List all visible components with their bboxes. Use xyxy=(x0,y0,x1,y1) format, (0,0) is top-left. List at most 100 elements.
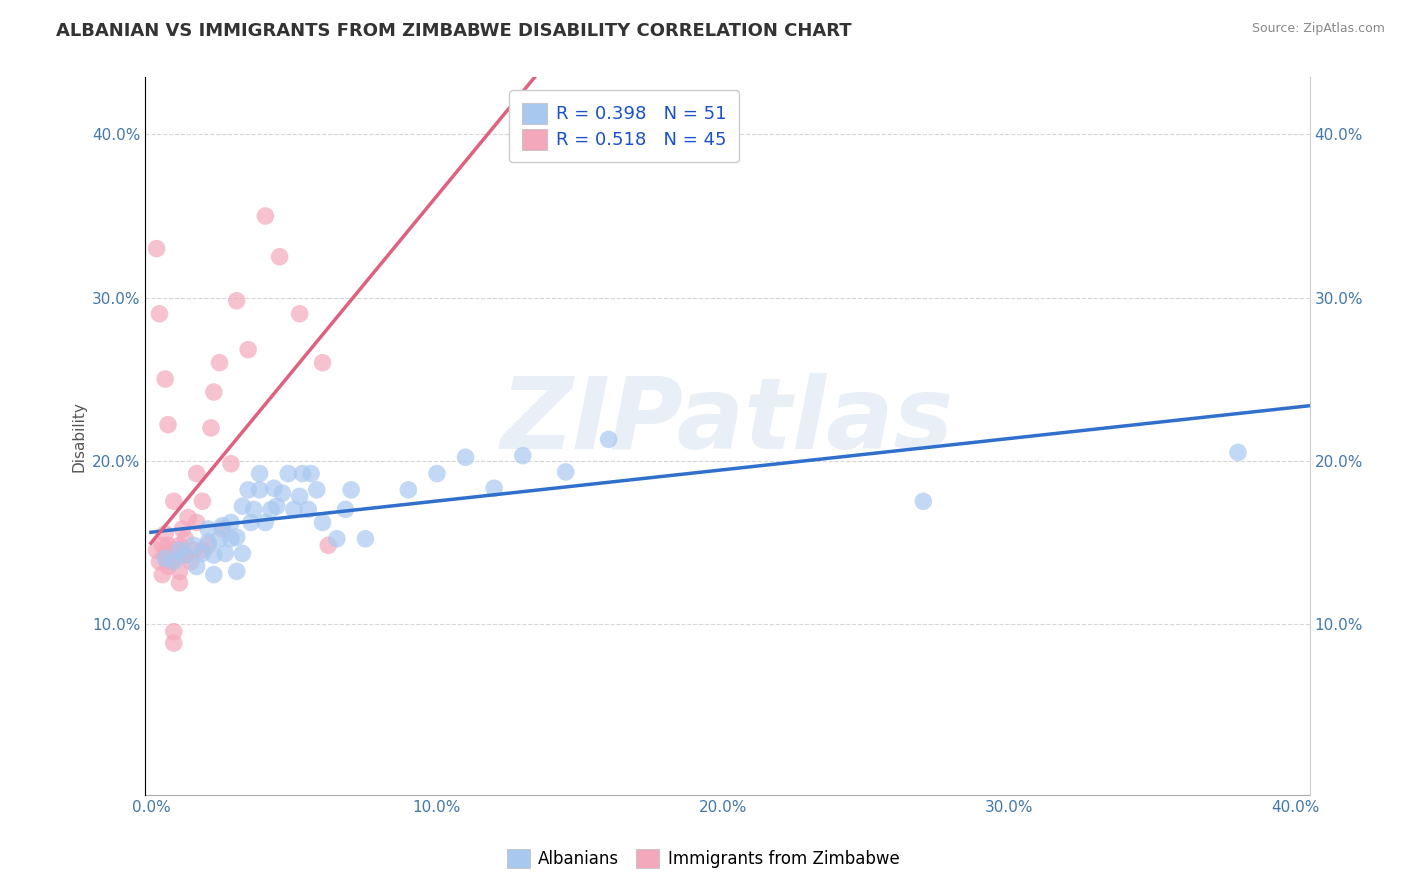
Point xyxy=(263,481,285,495)
Point xyxy=(335,502,357,516)
Point xyxy=(354,532,377,546)
Point xyxy=(219,516,242,530)
Point xyxy=(271,486,294,500)
Point xyxy=(163,543,186,558)
Point xyxy=(145,242,167,256)
Point xyxy=(157,417,180,432)
Point xyxy=(153,527,176,541)
Point xyxy=(260,502,283,516)
Point xyxy=(153,551,176,566)
Point xyxy=(166,548,188,562)
Point xyxy=(326,532,349,546)
Point xyxy=(208,532,231,546)
Point xyxy=(598,433,620,447)
Point xyxy=(191,543,214,558)
Point xyxy=(311,356,333,370)
Point xyxy=(214,546,236,560)
Point xyxy=(225,530,247,544)
Point xyxy=(174,548,197,562)
Point xyxy=(150,567,173,582)
Point xyxy=(186,516,208,530)
Text: ZIPatlas: ZIPatlas xyxy=(501,373,953,470)
Text: ALBANIAN VS IMMIGRANTS FROM ZIMBABWE DISABILITY CORRELATION CHART: ALBANIAN VS IMMIGRANTS FROM ZIMBABWE DIS… xyxy=(56,22,852,40)
Point xyxy=(153,372,176,386)
Point xyxy=(163,636,186,650)
Point xyxy=(266,499,288,513)
Point xyxy=(311,516,333,530)
Point xyxy=(254,209,277,223)
Point xyxy=(186,559,208,574)
Point xyxy=(299,467,322,481)
Point xyxy=(150,538,173,552)
Point xyxy=(180,555,202,569)
Point xyxy=(191,494,214,508)
Point xyxy=(249,483,271,497)
Point xyxy=(148,555,170,569)
Point xyxy=(236,343,259,357)
Point xyxy=(297,502,319,516)
Point xyxy=(219,457,242,471)
Point xyxy=(254,516,277,530)
Point xyxy=(243,502,266,516)
Point xyxy=(160,543,183,558)
Point xyxy=(183,543,205,558)
Legend: R = 0.398   N = 51, R = 0.518   N = 45: R = 0.398 N = 51, R = 0.518 N = 45 xyxy=(509,90,740,162)
Point xyxy=(174,532,197,546)
Point xyxy=(277,467,299,481)
Point xyxy=(169,565,191,579)
Point xyxy=(186,467,208,481)
Point xyxy=(197,538,219,552)
Point xyxy=(340,483,363,497)
Point xyxy=(231,499,253,513)
Point xyxy=(269,250,291,264)
Point xyxy=(163,555,186,569)
Point xyxy=(512,449,534,463)
Point xyxy=(288,307,311,321)
Point xyxy=(145,543,167,558)
Point xyxy=(169,575,191,590)
Point xyxy=(1227,445,1250,459)
Point xyxy=(231,546,253,560)
Point xyxy=(482,481,505,495)
Point xyxy=(396,483,419,497)
Point xyxy=(157,559,180,574)
Point xyxy=(183,538,205,552)
Point xyxy=(219,532,242,546)
Point xyxy=(283,502,305,516)
Point xyxy=(554,465,576,479)
Point xyxy=(148,307,170,321)
Point xyxy=(160,555,183,569)
Point xyxy=(291,467,314,481)
Point xyxy=(208,356,231,370)
Point xyxy=(197,522,219,536)
Point xyxy=(305,483,328,497)
Point xyxy=(191,546,214,560)
Legend: Albanians, Immigrants from Zimbabwe: Albanians, Immigrants from Zimbabwe xyxy=(501,842,905,875)
Point xyxy=(172,522,194,536)
Point xyxy=(454,450,477,465)
Point xyxy=(249,467,271,481)
Point xyxy=(200,421,222,435)
Point xyxy=(202,385,225,400)
Point xyxy=(225,565,247,579)
Point xyxy=(157,538,180,552)
Y-axis label: Disability: Disability xyxy=(72,401,86,472)
Point xyxy=(211,522,233,536)
Point xyxy=(163,624,186,639)
Point xyxy=(225,293,247,308)
Point xyxy=(240,516,263,530)
Point xyxy=(426,467,449,481)
Point xyxy=(153,548,176,562)
Point xyxy=(288,489,311,503)
Point xyxy=(169,543,191,558)
Point xyxy=(316,538,339,552)
Text: Source: ZipAtlas.com: Source: ZipAtlas.com xyxy=(1251,22,1385,36)
Point xyxy=(174,548,197,562)
Point xyxy=(236,483,259,497)
Point xyxy=(169,538,191,552)
Point xyxy=(912,494,935,508)
Point xyxy=(202,567,225,582)
Point xyxy=(211,518,233,533)
Point xyxy=(163,494,186,508)
Point xyxy=(177,510,200,524)
